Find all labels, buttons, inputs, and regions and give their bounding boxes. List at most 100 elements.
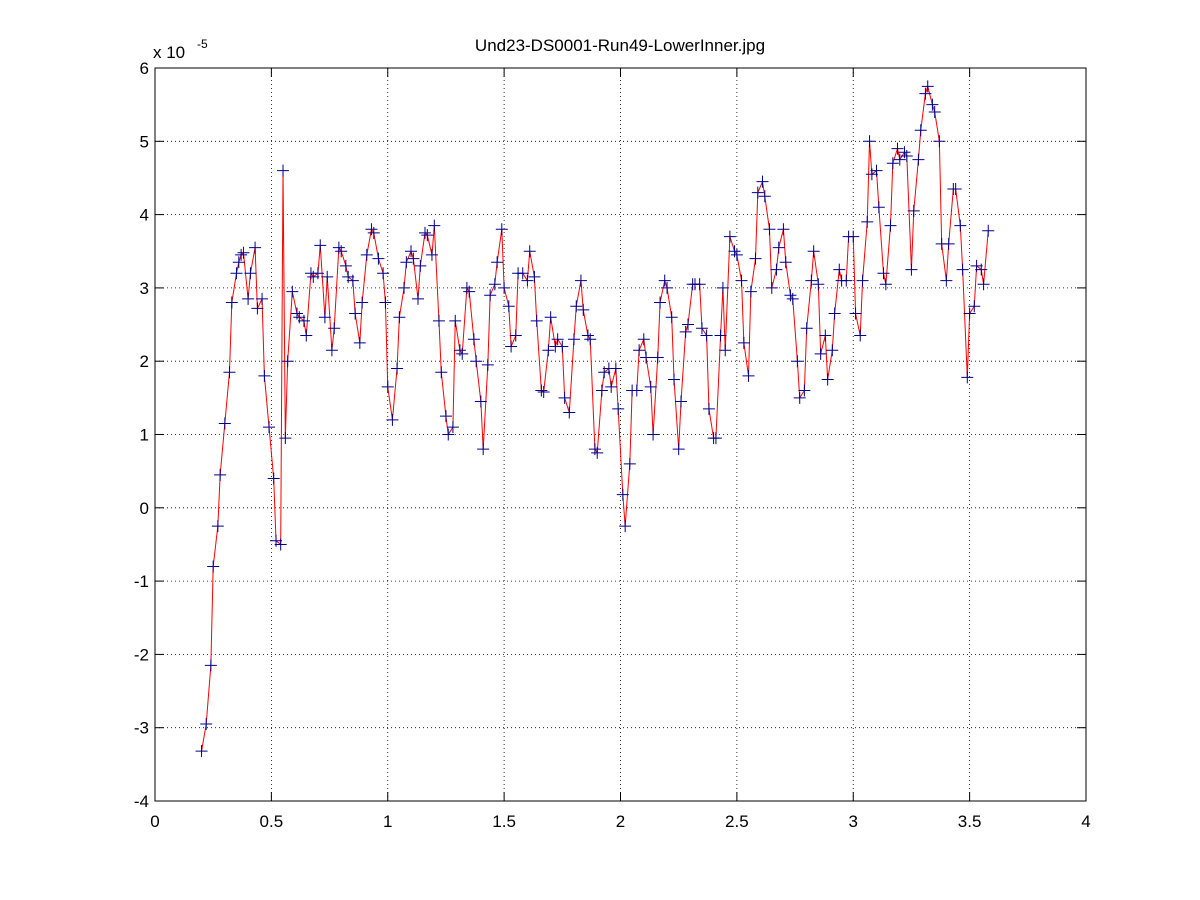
x-tick-label: 0 [150, 812, 159, 831]
data-marker [256, 292, 269, 305]
data-marker [742, 369, 755, 382]
y-tick-label: 4 [140, 206, 149, 225]
data-marker [963, 307, 976, 320]
data-marker [495, 223, 508, 236]
data-marker [926, 98, 939, 111]
data-marker [716, 281, 729, 294]
exponent-power: -5 [197, 37, 208, 51]
data-marker [672, 443, 685, 456]
data-marker [702, 402, 715, 415]
data-marker [877, 267, 890, 280]
data-marker [425, 248, 438, 261]
data-marker [872, 201, 885, 214]
data-marker [893, 153, 906, 166]
data-marker [277, 164, 290, 177]
data-marker [551, 333, 564, 346]
data-marker [509, 329, 522, 342]
data-marker [230, 267, 243, 280]
y-tick-label: 6 [140, 59, 149, 78]
data-marker [900, 149, 913, 162]
data-marker [905, 263, 918, 276]
data-marker [297, 314, 310, 327]
x-tick-label: 4 [1081, 812, 1090, 831]
data-marker [744, 285, 757, 298]
data-marker [325, 344, 338, 357]
data-marker [200, 718, 213, 731]
data-marker [544, 311, 557, 324]
data-marker [668, 373, 681, 386]
data-marker [418, 226, 431, 239]
data-marker [870, 164, 883, 177]
x-tick-label: 2.5 [725, 812, 749, 831]
data-marker [556, 340, 569, 353]
data-marker [214, 468, 227, 481]
data-marker [658, 274, 671, 287]
data-marker [281, 355, 294, 368]
data-marker [346, 274, 359, 287]
x-tick-label: 3 [849, 812, 858, 831]
data-marker [749, 252, 762, 265]
data-marker [377, 267, 390, 280]
data-marker [772, 241, 785, 254]
data-marker [879, 278, 892, 291]
data-marker [223, 366, 236, 379]
data-marker [793, 391, 806, 404]
data-marker [907, 204, 920, 217]
data-marker [612, 402, 625, 415]
data-marker [235, 248, 248, 261]
data-marker [470, 355, 483, 368]
exponent-base: x 10 [153, 43, 185, 62]
data-marker [942, 237, 955, 250]
data-marker [195, 745, 208, 758]
data-marker [982, 224, 995, 237]
data-marker [249, 241, 262, 254]
data-marker [856, 274, 869, 287]
x-tick-label: 1 [383, 812, 392, 831]
data-marker [372, 252, 385, 265]
data-marker [442, 428, 455, 441]
data-marker [623, 457, 636, 470]
data-marker [432, 314, 445, 327]
data-marker [758, 190, 771, 203]
data-marker [530, 314, 543, 327]
data-marker [735, 274, 748, 287]
y-tick-label: -3 [134, 719, 149, 738]
data-marker [505, 340, 518, 353]
data-marker [640, 351, 653, 364]
data-marker [777, 223, 790, 236]
data-marker [321, 270, 334, 283]
data-marker [577, 303, 590, 316]
data-marker [414, 259, 427, 272]
data-marker [567, 333, 580, 346]
data-marker [311, 267, 324, 280]
data-marker [912, 153, 925, 166]
data-marker [318, 311, 331, 324]
data-marker [563, 406, 576, 419]
data-marker [884, 219, 897, 232]
data-marker [211, 520, 224, 533]
data-marker [398, 281, 411, 294]
data-marker [914, 124, 927, 137]
data-marker [349, 307, 362, 320]
data-marker [679, 325, 692, 338]
data-marker [537, 385, 550, 398]
y-tick-label: 1 [140, 426, 149, 445]
data-marker [665, 311, 678, 324]
data-marker [812, 278, 825, 291]
data-marker [821, 373, 834, 386]
data-marker [449, 314, 462, 327]
data-marker [274, 538, 287, 551]
data-marker [605, 380, 618, 393]
data-marker [360, 248, 373, 261]
data-marker [528, 270, 541, 283]
data-marker [244, 267, 257, 280]
y-tick-label: 0 [140, 499, 149, 518]
data-marker [730, 248, 743, 261]
data-marker [609, 362, 622, 375]
data-marker [695, 322, 708, 335]
data-marker [928, 105, 941, 118]
data-marker [591, 446, 604, 459]
data-marker [391, 362, 404, 375]
data-marker [791, 355, 804, 368]
